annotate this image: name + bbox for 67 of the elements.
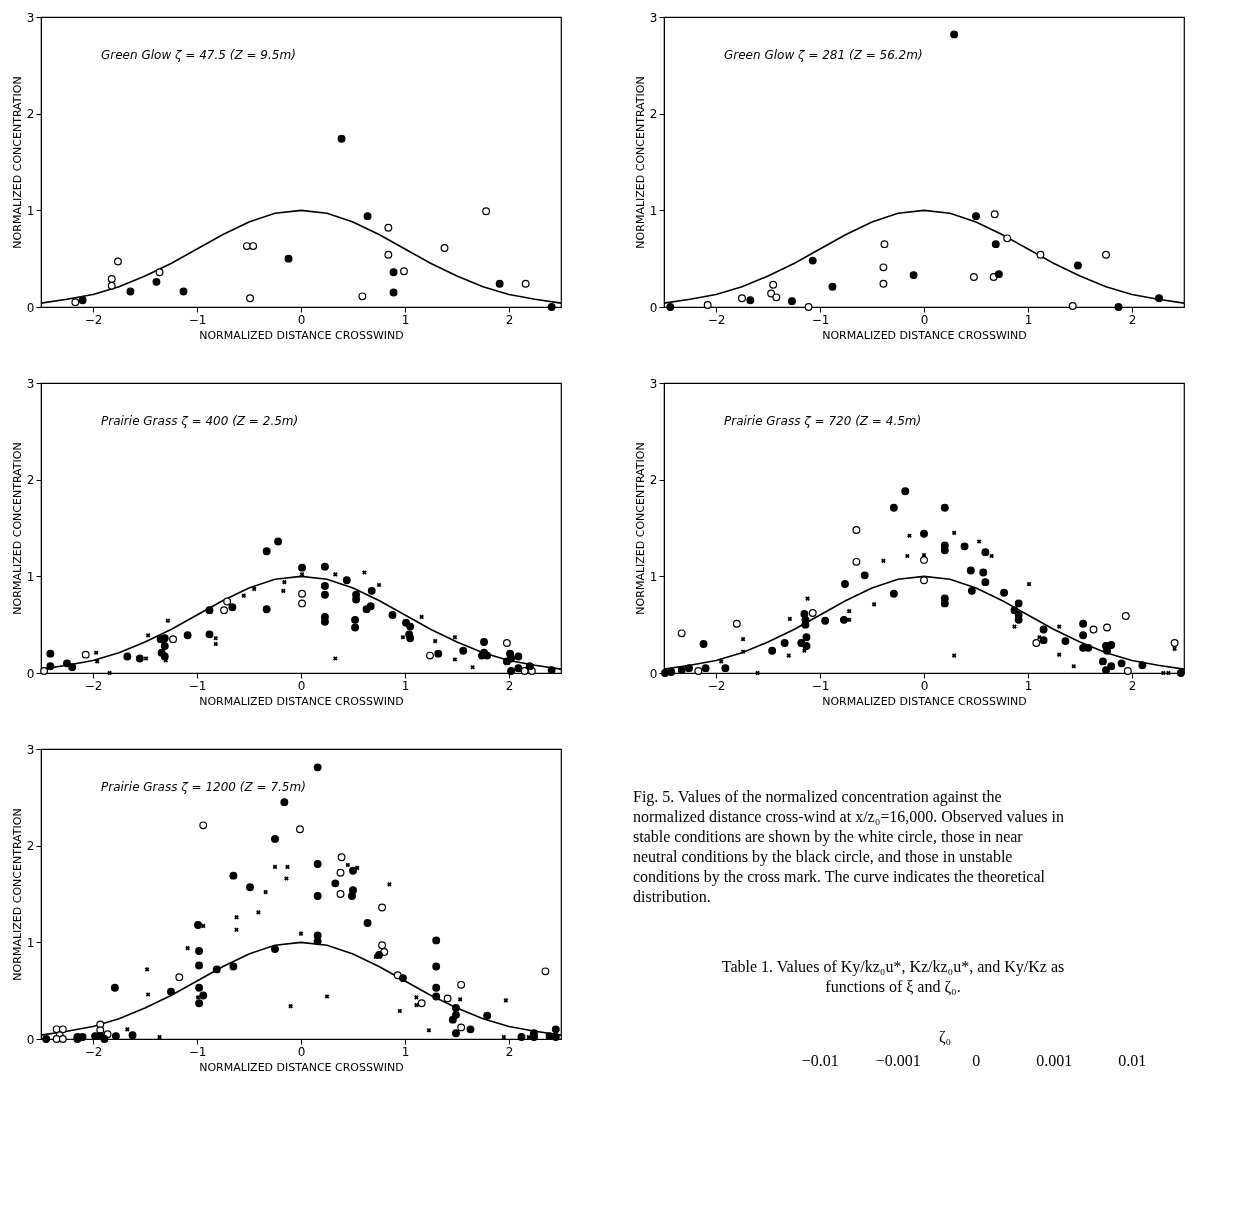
y-tick-label: 1 [26, 569, 35, 584]
y-tick-label: 2 [26, 473, 35, 488]
y-axis-title: NORMALIZED CONCENTRATION [10, 808, 24, 981]
x-tick-label: −1 [188, 678, 207, 693]
annotation: Prairie Grass ζ = 400 (Z = 2.5m) [101, 414, 299, 428]
y-tick-label: 2 [649, 473, 658, 488]
y-tick-label: 0 [26, 1032, 35, 1047]
x-axis-title: NORMALIZED DISTANCE CROSSWIND [199, 694, 404, 708]
x-tick-label: 2 [505, 1044, 514, 1059]
annotation: Prairie Grass ζ = 720 (Z = 4.5m) [724, 414, 922, 428]
x-tick-label: 2 [1128, 312, 1137, 327]
x-tick-label: 0 [297, 312, 306, 327]
x-tick-label: −2 [707, 312, 726, 327]
y-tick-label: 1 [26, 203, 35, 218]
x-tick-label: 1 [1024, 678, 1033, 693]
y-tick-label: 3 [649, 376, 658, 391]
y-tick-label: 2 [649, 107, 658, 122]
y-tick-label: 2 [26, 839, 35, 854]
x-tick-label: 0 [297, 678, 306, 693]
x-axis-title: NORMALIZED DISTANCE CROSSWIND [822, 328, 1027, 342]
x-tick-label: 1 [401, 312, 410, 327]
text: 0.01 [1118, 1052, 1147, 1069]
x-tick-label: 2 [505, 312, 514, 327]
text: 0.001 [1036, 1052, 1073, 1069]
x-tick-label: 0 [920, 312, 929, 327]
x-tick-label: 1 [1024, 312, 1033, 327]
y-axis-title: NORMALIZED CONCENTRATION [10, 442, 24, 615]
x-tick-label: 1 [401, 678, 410, 693]
x-tick-label: −1 [188, 312, 207, 327]
y-axis-title: NORMALIZED CONCENTRATION [10, 76, 24, 249]
x-tick-label: −1 [811, 312, 830, 327]
x-tick-label: 2 [505, 678, 514, 693]
y-axis-title: NORMALIZED CONCENTRATION [633, 442, 647, 615]
x-tick-label: 1 [401, 1044, 410, 1059]
caption: Table 1. Values of Ky/kz₀u*, Kz/kz₀u*, and Ky/Kz as functions of ξ and ζ₀. [721, 958, 1065, 996]
y-tick-label: 0 [26, 666, 35, 681]
text: −0.001 [875, 1052, 921, 1069]
text: −0.01 [801, 1052, 839, 1069]
y-tick-label: 0 [649, 300, 658, 315]
annotation: Green Glow ζ = 47.5 (Z = 9.5m) [101, 48, 296, 62]
x-axis-title: NORMALIZED DISTANCE CROSSWIND [199, 328, 404, 342]
y-tick-label: 1 [649, 569, 658, 584]
y-tick-label: 1 [649, 203, 658, 218]
annotation: Green Glow ζ = 281 (Z = 56.2m) [724, 48, 923, 62]
caption: Fig. 5. Values of the normalized concentration against the normalized distance cross-wind at x/z₀=16,000. Observed values in stable conditions are shown by the white circle, those in near neutral conditions by the black circle, and those in unstable conditions by the cross mark. The curve indicates the theoretical distribution. [633, 788, 1064, 905]
y-tick-label: 3 [649, 10, 658, 25]
y-tick-label: 2 [26, 107, 35, 122]
text: ζ₀ [938, 1028, 952, 1046]
y-tick-label: 3 [26, 742, 35, 757]
y-tick-label: 3 [26, 376, 35, 391]
x-axis-title: NORMALIZED DISTANCE CROSSWIND [822, 694, 1027, 708]
x-axis-title: NORMALIZED DISTANCE CROSSWIND [199, 1060, 404, 1074]
y-tick-label: 0 [26, 300, 35, 315]
x-tick-label: 0 [920, 678, 929, 693]
x-tick-label: −2 [84, 312, 103, 327]
x-tick-label: −2 [707, 678, 726, 693]
x-tick-label: −1 [188, 1044, 207, 1059]
x-tick-label: −2 [84, 678, 103, 693]
x-tick-label: −2 [84, 1044, 103, 1059]
x-tick-label: 0 [297, 1044, 306, 1059]
x-tick-label: 2 [1128, 678, 1137, 693]
y-axis-title: NORMALIZED CONCENTRATION [633, 76, 647, 249]
y-tick-label: 3 [26, 10, 35, 25]
x-tick-label: −1 [811, 678, 830, 693]
annotation: Prairie Grass ζ = 1200 (Z = 7.5m) [101, 780, 306, 794]
y-tick-label: 0 [649, 666, 658, 681]
y-tick-label: 1 [26, 935, 35, 950]
